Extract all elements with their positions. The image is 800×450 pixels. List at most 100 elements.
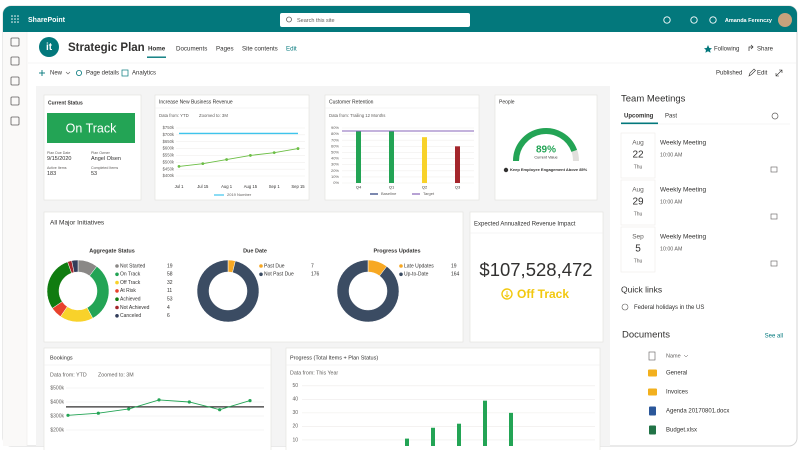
card-title: People [499, 99, 515, 105]
user-name[interactable]: Amanda Ferenczy [725, 18, 773, 24]
date-box [620, 226, 656, 273]
bar [389, 131, 394, 183]
quick-link[interactable]: Federal holidays in the US [634, 305, 704, 311]
analytics-icon [121, 69, 129, 77]
rail-icon[interactable] [10, 37, 20, 47]
data-point [187, 400, 191, 404]
card-title: Increase New Business Revenue [159, 99, 233, 105]
data-point [127, 407, 131, 411]
legend-label: Not Past Due [264, 272, 294, 278]
rail-icon[interactable] [10, 56, 20, 66]
document-name[interactable]: Budget.xlsx [666, 428, 697, 434]
chart-filter: Data from: This Year [290, 370, 338, 376]
share-button[interactable]: Share [757, 47, 774, 53]
nav-link[interactable]: Pages [216, 46, 234, 53]
rail-icon[interactable] [10, 76, 20, 86]
y-tick-label: 60% [331, 143, 339, 148]
data-point [66, 413, 70, 417]
x-tick-label: Aug 1 [221, 184, 233, 189]
y-tick-label: 50% [331, 150, 339, 155]
legend-count: 176 [311, 272, 320, 278]
legend-count: 53 [167, 297, 173, 303]
legend-label: Canceled [120, 313, 141, 319]
legend-label: Past Due [264, 263, 285, 269]
document-name[interactable]: General [666, 371, 687, 377]
chart-filter: Data from: YTD [159, 113, 189, 118]
data-point [218, 408, 222, 412]
y-tick-label: $300k [50, 413, 64, 419]
data-point [249, 154, 252, 157]
suite-icon [663, 16, 671, 24]
gauge-value [513, 128, 578, 162]
bar [455, 146, 460, 183]
nav-link[interactable]: Edit [286, 46, 297, 53]
impact-value: $107,528,472 [479, 259, 592, 280]
document-name[interactable]: Invoices [666, 390, 688, 396]
event-weekday: Thu [634, 164, 643, 170]
see-all-link[interactable]: See all [765, 334, 783, 340]
series-line [178, 148, 299, 167]
x-tick-label: Q4 [356, 185, 362, 190]
doc-icon [649, 406, 656, 416]
legend-dot [399, 272, 403, 277]
chevron [65, 71, 71, 75]
search-icon [286, 16, 292, 23]
file-icon [648, 351, 656, 361]
tab[interactable]: Past [665, 114, 677, 120]
status-icon [501, 288, 513, 300]
chart-filter: Zoomed to: 3M [98, 372, 134, 378]
command-analytics[interactable]: Analytics [132, 71, 156, 77]
app-name[interactable]: SharePoint [28, 17, 66, 24]
card [43, 94, 142, 201]
x-tick-label: Sep 15 [291, 184, 305, 189]
document-name[interactable]: Agenda 20170801.docx [666, 409, 729, 415]
donut-segment [336, 259, 400, 323]
nav-link[interactable]: Home [148, 46, 166, 53]
card-title: Customer Retention [329, 99, 374, 105]
data-point [248, 399, 252, 403]
legend-dot [115, 272, 119, 277]
tab-underline [621, 122, 658, 125]
chart-filter: Zoomed to: 3M [199, 113, 228, 118]
command-new[interactable]: New [50, 71, 63, 77]
legend-dot [115, 264, 119, 268]
legend-label: Off Track [120, 280, 141, 286]
data-point [201, 162, 205, 166]
event-month: Aug [632, 187, 644, 194]
chart-filter: Data from: Trailing 12 Months [329, 113, 385, 118]
doc-icon [649, 425, 656, 435]
waffle-dot [14, 21, 16, 23]
column-header: Name [666, 353, 681, 359]
y-tick-label: $750k [163, 125, 175, 130]
donut-segment [71, 259, 79, 273]
published-status: Published [716, 71, 742, 77]
card-title: Progress (Total Items + Plan Status) [290, 355, 378, 361]
left-rail [3, 32, 27, 446]
x-tick-label: Q2 [422, 185, 428, 190]
chart-filter: Data from: YTD [50, 372, 87, 378]
rail-icon[interactable] [10, 96, 20, 106]
card [469, 211, 604, 343]
legend-label: Baseline [381, 191, 397, 196]
event-month: Aug [632, 140, 644, 147]
legend-count: 19 [167, 263, 173, 269]
y-tick-label: $500k [50, 385, 64, 391]
event-title[interactable]: Weekly Meeting [660, 187, 707, 194]
event-title[interactable]: Weekly Meeting [660, 140, 707, 147]
y-tick-label: 90% [331, 125, 339, 130]
rail-icon[interactable] [10, 116, 20, 126]
tab[interactable]: Upcoming [624, 114, 654, 120]
y-tick-label: $500k [163, 159, 175, 164]
event-title[interactable]: Weekly Meeting [660, 234, 707, 241]
event-time: 10:00 AM [660, 152, 682, 158]
gauge-caption: Current Value [534, 156, 557, 160]
section-title: Team Meetings [621, 94, 686, 105]
command-edit[interactable]: Edit [757, 71, 768, 77]
command-page-details[interactable]: Page details [86, 71, 119, 77]
nav-link[interactable]: Site contents [242, 46, 278, 53]
follow-button[interactable]: Following [714, 47, 739, 53]
nav-link[interactable]: Documents [176, 46, 207, 53]
search-box[interactable] [280, 13, 470, 27]
globe-icon [621, 303, 629, 311]
